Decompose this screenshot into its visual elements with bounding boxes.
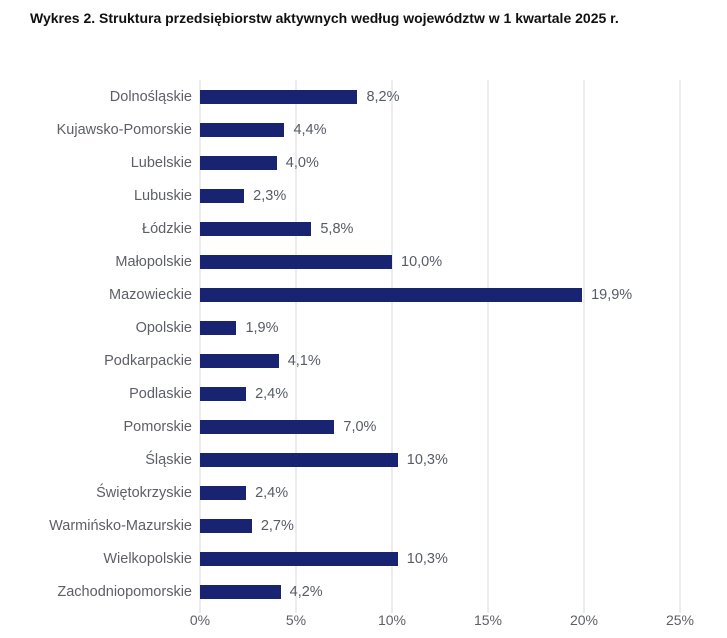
- category-label: Śląskie: [145, 451, 192, 468]
- bar-row: 2,4%: [200, 476, 680, 509]
- value-label: 2,7%: [260, 517, 294, 534]
- category-label: Łódzkie: [142, 220, 192, 237]
- bar: [200, 386, 247, 401]
- category-label: Opolskie: [135, 319, 192, 336]
- gridline: [679, 80, 681, 613]
- plot-area: 8,2% 4,4% 4,0% 2,3% 5,8% 10,0% 19,9% 1,9% 4,1% 2,…: [199, 80, 681, 613]
- bar: [200, 485, 247, 500]
- category-label: Małopolskie: [115, 253, 192, 270]
- bar-row: 19,9%: [200, 278, 680, 311]
- category-label: Lubuskie: [133, 187, 192, 204]
- value-label: 1,9%: [245, 319, 279, 336]
- bar: [200, 584, 281, 599]
- value-label: 4,4%: [293, 121, 327, 138]
- bar-row: 4,2%: [200, 575, 680, 608]
- bar-row: 8,2%: [200, 80, 680, 113]
- x-axis-tick-label: 20%: [569, 612, 599, 628]
- category-label: Lubelskie: [130, 154, 192, 171]
- bar: [200, 221, 312, 236]
- bar-row: 7,0%: [200, 410, 680, 443]
- bar-row: 10,3%: [200, 542, 680, 575]
- x-axis-tick-label: 10%: [377, 612, 407, 628]
- value-label: 10,3%: [406, 451, 448, 468]
- value-label: 4,2%: [289, 583, 323, 600]
- bar: [200, 89, 358, 104]
- value-label: 2,3%: [253, 187, 287, 204]
- category-label: Pomorskie: [123, 418, 193, 435]
- value-label: 4,0%: [285, 154, 319, 171]
- gridline: [391, 80, 393, 613]
- bar-row: 1,9%: [200, 311, 680, 344]
- gridline: [295, 80, 297, 613]
- bar: [200, 518, 252, 533]
- bar: [200, 551, 398, 566]
- value-label: 2,4%: [255, 385, 289, 402]
- category-label: Zachodniopomorskie: [57, 583, 192, 600]
- bar-row: 4,4%: [200, 113, 680, 146]
- value-label: 8,2%: [366, 88, 400, 105]
- x-axis-tick-label: 5%: [285, 612, 307, 628]
- category-label: Podlaskie: [129, 385, 192, 402]
- bar: [200, 452, 398, 467]
- value-label: 10,3%: [406, 550, 448, 567]
- bar-row: 2,3%: [200, 179, 680, 212]
- bar-row: 5,8%: [200, 212, 680, 245]
- x-axis-tick-label: 25%: [665, 612, 695, 628]
- bar-row: 4,0%: [200, 146, 680, 179]
- category-label: Mazowieckie: [109, 286, 192, 303]
- category-label: Warmińsko-Mazurskie: [49, 517, 192, 534]
- bar-row: 10,0%: [200, 245, 680, 278]
- value-label: 7,0%: [343, 418, 377, 435]
- category-label: Dolnośląskie: [109, 88, 192, 105]
- gridline: [199, 80, 201, 613]
- bar: [200, 254, 392, 269]
- bar: [200, 287, 583, 302]
- gridlines: [199, 80, 681, 613]
- category-label: Wielkopolskie: [103, 550, 192, 567]
- bar-chart: Dolnośląskie Kujawsko-Pomorskie Lubelskie L…: [30, 80, 681, 613]
- bar-row: 2,7%: [200, 509, 680, 542]
- bar-series: 8,2% 4,4% 4,0% 2,3% 5,8% 10,0% 19,9% 1,9% 4,1% 2,…: [200, 80, 680, 608]
- bar: [200, 419, 335, 434]
- category-axis: Dolnośląskie Kujawsko-Pomorskie Lubelskie L…: [30, 80, 192, 608]
- bar: [200, 155, 277, 170]
- value-label: 19,9%: [591, 286, 633, 303]
- bar-row: 10,3%: [200, 443, 680, 476]
- value-label: 5,8%: [320, 220, 354, 237]
- category-label: Kujawsko-Pomorskie: [56, 121, 192, 138]
- bar: [200, 122, 285, 137]
- value-label: 10,0%: [401, 253, 443, 270]
- bar-row: 2,4%: [200, 377, 680, 410]
- value-label: 2,4%: [255, 484, 289, 501]
- x-axis: 0% 5% 10% 15% 20% 25%: [190, 612, 694, 632]
- x-axis-tick-label: 0%: [189, 612, 211, 628]
- gridline: [487, 80, 489, 613]
- x-axis-tick-label: 15%: [473, 612, 503, 628]
- value-label: 4,1%: [287, 352, 321, 369]
- bar: [200, 188, 245, 203]
- category-label: Podkarpackie: [104, 352, 192, 369]
- category-label: Świętokrzyskie: [96, 484, 192, 501]
- bar-row: 4,1%: [200, 344, 680, 377]
- bar: [200, 353, 279, 368]
- chart-title: Wykres 2. Struktura przedsiębiorstw akty…: [30, 10, 619, 26]
- gridline: [583, 80, 585, 613]
- bar: [200, 320, 237, 335]
